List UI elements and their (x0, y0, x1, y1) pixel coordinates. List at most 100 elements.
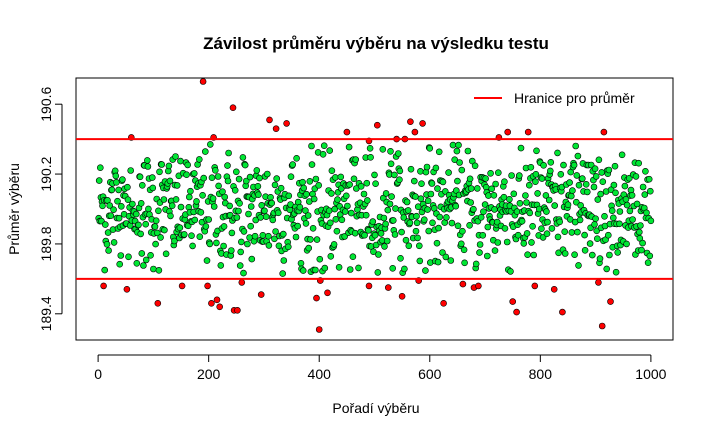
data-point-in-range (604, 231, 612, 239)
data-point-in-range (575, 262, 582, 269)
data-point-in-range (482, 175, 489, 182)
data-point-in-range (557, 171, 565, 178)
data-point-in-range (596, 255, 604, 262)
data-point-in-range (501, 225, 509, 232)
data-point-in-range (586, 240, 594, 247)
data-point-in-range (236, 200, 243, 207)
data-point-in-range (396, 176, 403, 183)
data-point-in-range (436, 213, 444, 221)
y-axis-label: Průměr výběru (6, 163, 22, 255)
data-point-in-range (145, 205, 152, 213)
data-point-in-range (287, 173, 295, 180)
data-point-in-range (629, 216, 636, 223)
data-point-in-range (137, 200, 145, 207)
data-point-in-range (372, 180, 379, 187)
data-point-in-range (554, 233, 562, 241)
data-point-in-range (241, 161, 249, 169)
data-point-in-range (392, 205, 399, 212)
data-point-in-range (573, 172, 581, 179)
data-point-in-range (457, 240, 465, 248)
data-point-in-range (447, 257, 455, 264)
data-point-in-range (638, 246, 645, 254)
data-point-in-range (466, 175, 474, 183)
plot-frame (75, 77, 674, 341)
data-point-in-range (472, 260, 480, 268)
data-point-in-range (493, 218, 501, 226)
data-point-in-range (593, 235, 601, 242)
data-point-in-range (154, 229, 161, 237)
data-point-in-range (605, 166, 613, 174)
data-point-in-range (415, 242, 423, 250)
data-point-in-range (551, 202, 559, 209)
legend: Hranice pro průměr (474, 90, 635, 106)
data-point-in-range (382, 220, 389, 228)
data-point-in-range (279, 230, 287, 238)
data-point-in-range (515, 172, 523, 179)
data-point-in-range (581, 231, 588, 239)
data-point-out-of-range (595, 279, 602, 286)
data-point-in-range (375, 251, 382, 258)
data-point-in-range (207, 141, 214, 148)
data-point-in-range (228, 247, 235, 254)
data-point-in-range (363, 179, 371, 187)
data-point-in-range (538, 225, 545, 232)
data-point-in-range (429, 219, 436, 227)
data-point-in-range (621, 182, 629, 190)
data-point-in-range (574, 228, 581, 236)
x-tick-label: 0 (94, 366, 102, 382)
data-point-in-range (523, 199, 530, 206)
data-point-in-range (172, 196, 180, 203)
data-point-in-range (443, 214, 450, 221)
data-point-in-range (582, 181, 590, 188)
data-point-in-range (277, 184, 285, 192)
data-point-in-range (532, 171, 540, 178)
data-point-in-range (635, 159, 643, 167)
data-point-in-range (398, 228, 405, 236)
data-point-in-range (477, 214, 485, 221)
data-point-in-range (155, 266, 163, 274)
data-point-in-range (326, 219, 334, 227)
data-point-in-range (525, 181, 533, 189)
data-point-in-range (349, 253, 357, 261)
data-point-in-range (335, 263, 343, 271)
data-point-in-range (402, 236, 410, 244)
data-point-in-range (403, 198, 411, 206)
data-point-in-range (611, 162, 619, 170)
data-point-in-range (114, 197, 121, 205)
data-point-in-range (171, 237, 178, 245)
data-point-in-range (510, 190, 518, 198)
data-point-out-of-range (384, 284, 392, 291)
data-point-in-range (571, 251, 578, 258)
data-point-in-range (381, 243, 388, 250)
data-point-in-range (233, 214, 241, 221)
data-point-in-range (186, 193, 193, 201)
data-point-in-range (590, 183, 598, 191)
chart-title: Závilost průměru výběru na výsledku test… (203, 34, 549, 53)
data-point-in-range (603, 265, 611, 273)
data-point-in-range (379, 146, 387, 153)
data-point-in-range (435, 224, 442, 232)
data-point-in-range (616, 220, 623, 228)
data-point-in-range (637, 222, 644, 229)
data-point-in-range (262, 213, 270, 220)
data-point-in-range (330, 241, 338, 248)
data-point-in-range (124, 196, 132, 203)
data-point-out-of-range (550, 285, 558, 293)
data-point-out-of-range (234, 306, 241, 314)
data-point-in-range (410, 177, 418, 185)
data-point-in-range (608, 207, 616, 214)
data-point-in-range (532, 178, 539, 185)
data-point-in-range (362, 211, 370, 219)
data-point-out-of-range (100, 282, 107, 290)
data-point-in-range (294, 222, 302, 230)
data-point-in-range (543, 208, 550, 215)
data-point-in-range (255, 191, 262, 198)
data-point-out-of-range (513, 308, 520, 316)
data-point-in-range (103, 241, 111, 248)
data-point-in-range (196, 233, 204, 240)
data-point-in-range (594, 196, 602, 203)
data-point-in-range (407, 165, 415, 173)
data-point-in-range (346, 266, 354, 273)
data-point-in-range (391, 231, 399, 238)
data-point-in-range (149, 174, 156, 181)
